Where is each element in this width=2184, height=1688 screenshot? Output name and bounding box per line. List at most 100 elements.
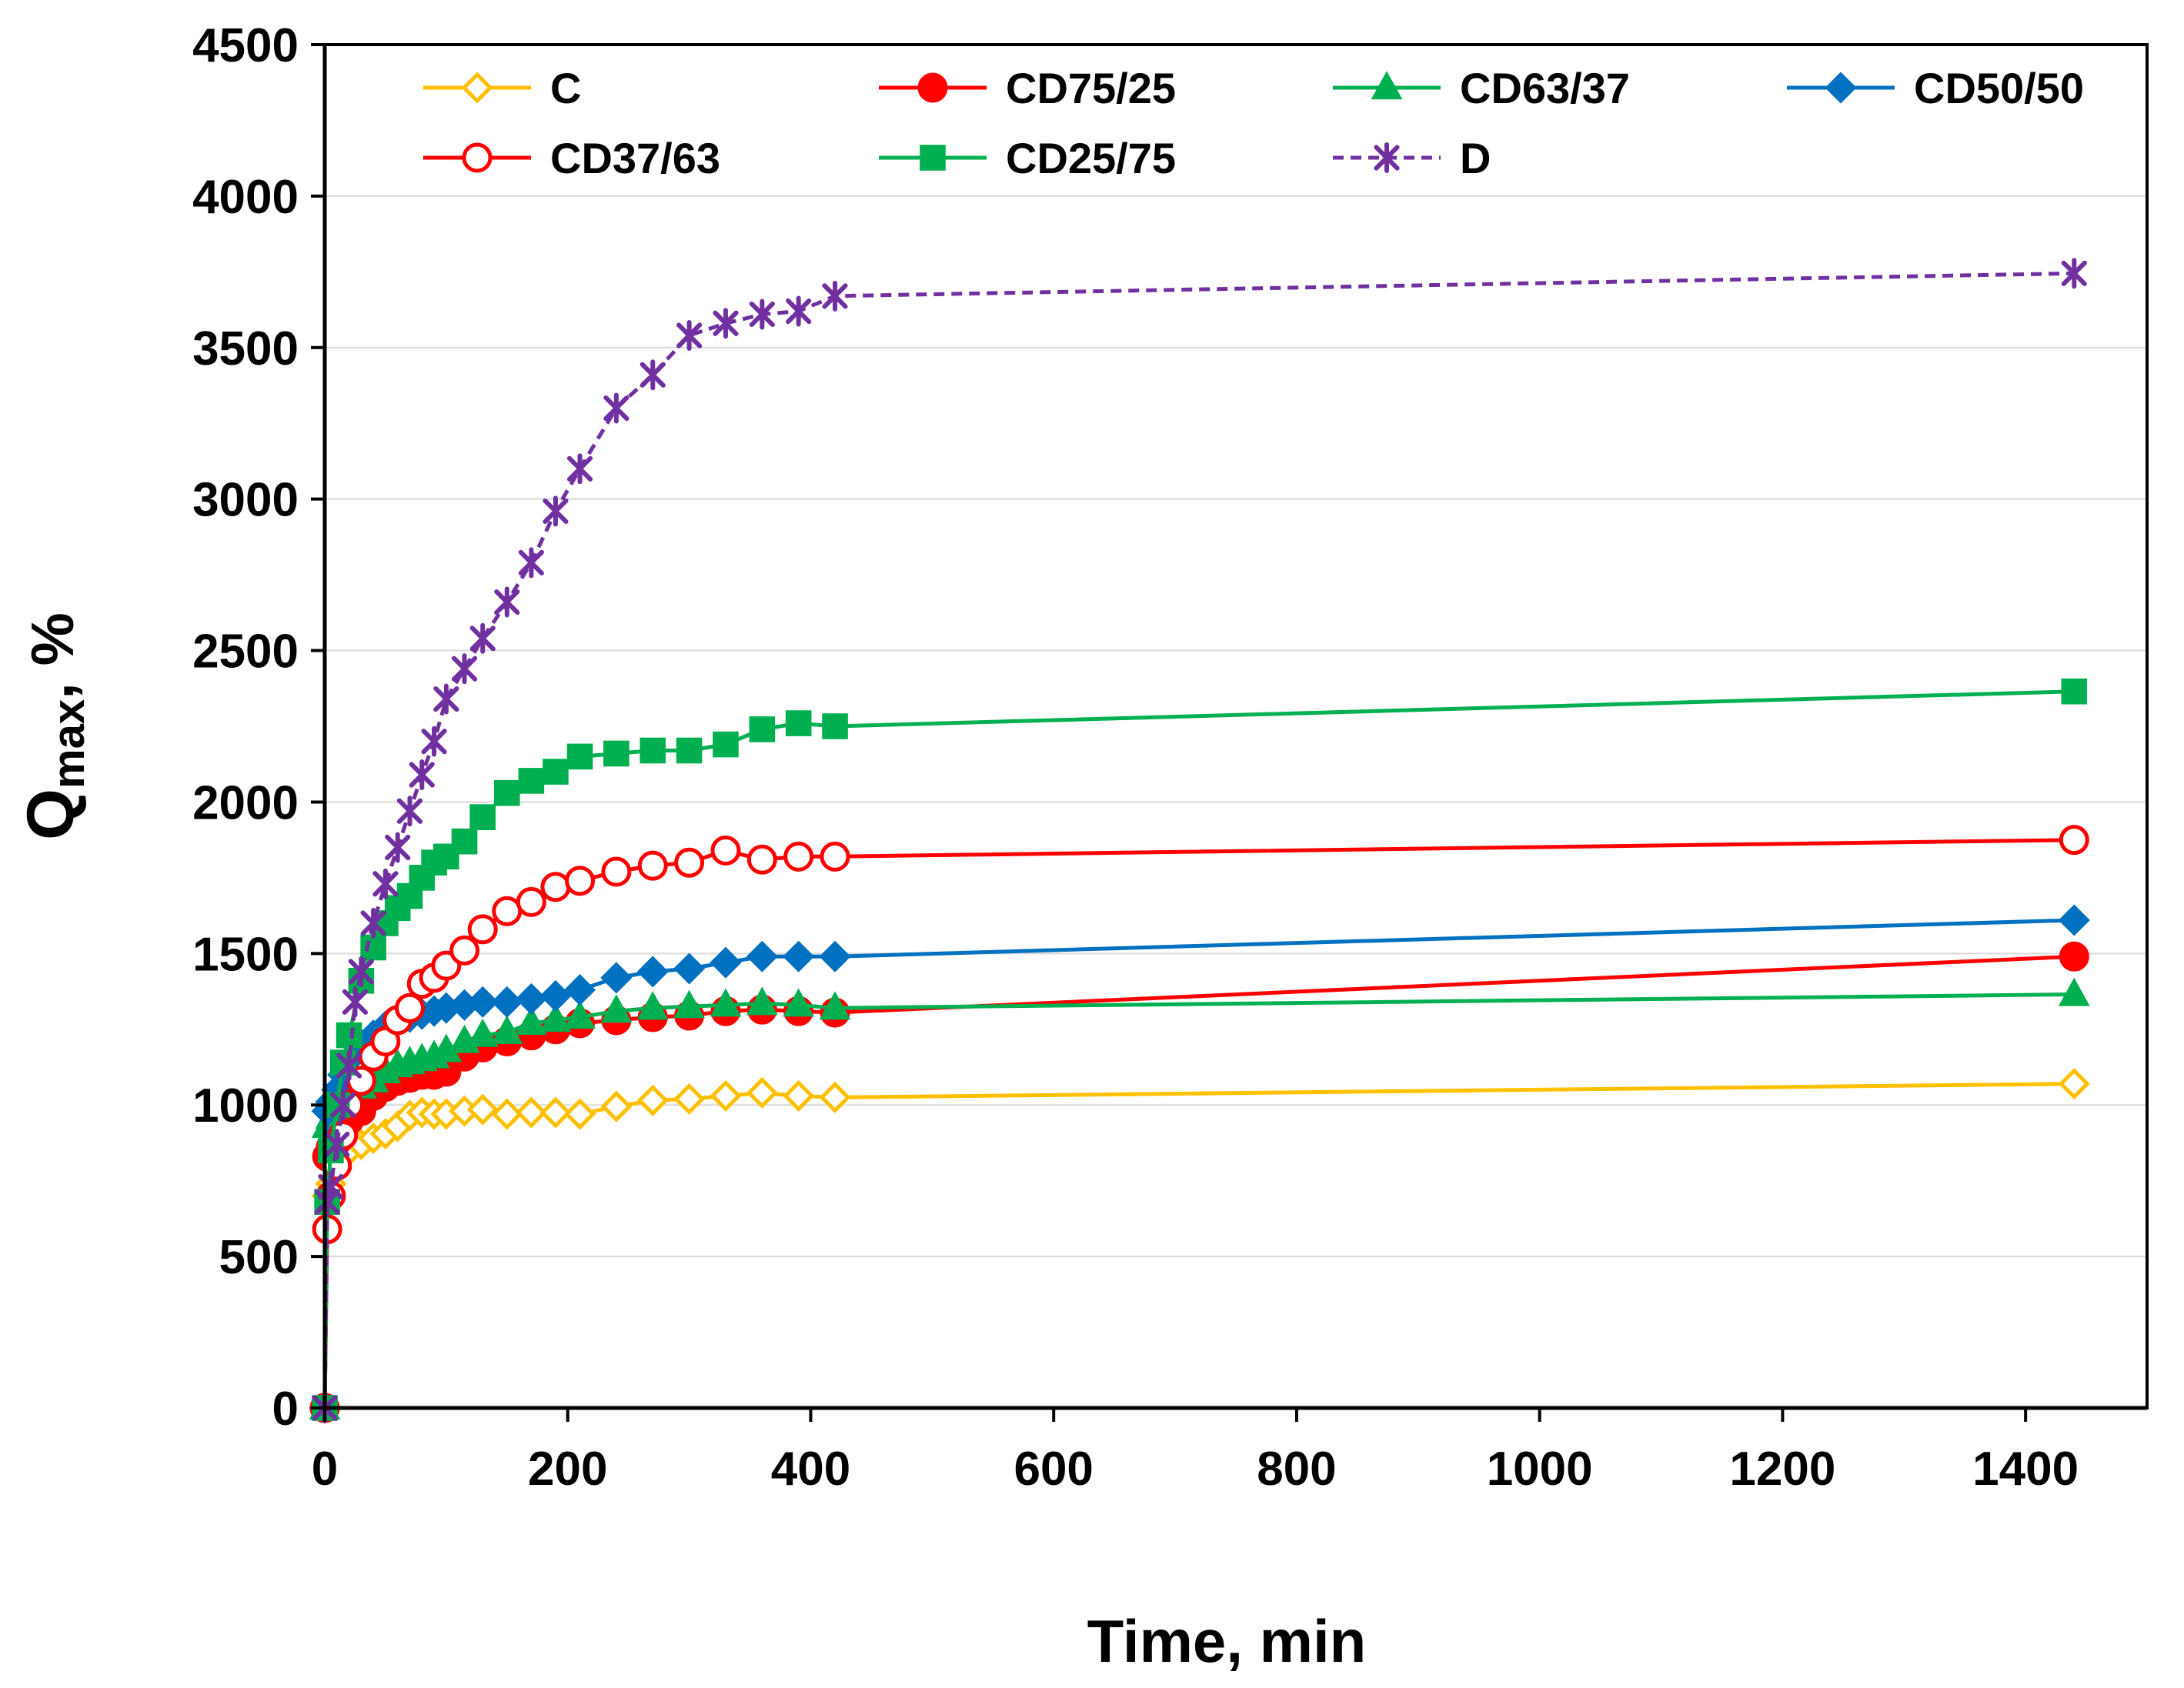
data-point-cd37-63 bbox=[820, 841, 850, 872]
y-axis-title-sub: max bbox=[44, 699, 94, 789]
legend: C CD75/25 CD63/37 CD50/50 CD37/63 CD25/75 D bbox=[423, 64, 2084, 182]
legend-item-cd25-75: CD25/75 bbox=[879, 134, 1176, 182]
y-tick-label: 3000 bbox=[192, 474, 299, 527]
data-point-cd50-50 bbox=[710, 946, 742, 979]
y-tick-label: 3500 bbox=[192, 322, 299, 375]
data-point-cd37-63 bbox=[637, 850, 668, 881]
data-point-d bbox=[494, 586, 520, 618]
y-axis-ticks: 0 500 1000 1500 2000 2500 3000 3500 4000 4500 bbox=[192, 19, 325, 1436]
data-point-d bbox=[713, 308, 739, 339]
data-point-cd50-50 bbox=[515, 982, 547, 1015]
x-tick-label: 200 bbox=[528, 1443, 607, 1496]
legend-item-c: C bbox=[423, 64, 581, 112]
data-point-cd63-37 bbox=[564, 1000, 596, 1029]
x-tick-label: 400 bbox=[771, 1443, 850, 1496]
legend-marker bbox=[462, 142, 493, 173]
data-point-cd50-50 bbox=[466, 986, 499, 1018]
y-axis-title: Qmax, % bbox=[14, 612, 94, 840]
legend-item-cd75-25: CD75/25 bbox=[879, 64, 1176, 112]
data-point-d bbox=[336, 1050, 362, 1082]
data-point-cd50-50 bbox=[491, 986, 523, 1018]
legend-label: CD75/25 bbox=[1006, 64, 1176, 112]
data-point-d bbox=[433, 683, 459, 715]
data-point-cd37-63 bbox=[565, 866, 596, 896]
data-point-cd63-37 bbox=[673, 989, 705, 1019]
y-tick-label: 4000 bbox=[192, 171, 299, 224]
data-point-d bbox=[372, 868, 399, 899]
y-tick-label: 500 bbox=[219, 1231, 299, 1284]
data-point-cd50-50 bbox=[2058, 904, 2090, 936]
data-point-cd25-75 bbox=[451, 828, 478, 855]
data-point-d bbox=[469, 622, 496, 654]
x-tick-label: 1200 bbox=[1729, 1443, 1835, 1496]
y-axis-title-main: Q bbox=[14, 789, 88, 840]
legend-item-cd37-63: CD37/63 bbox=[423, 134, 720, 182]
data-point-cd63-37 bbox=[539, 1003, 572, 1032]
data-point-d bbox=[566, 453, 593, 485]
data-point-d bbox=[330, 1089, 356, 1121]
data-point-d bbox=[342, 986, 369, 1018]
data-point-cd25-75 bbox=[566, 743, 593, 770]
data-point-d bbox=[360, 907, 386, 939]
y-tick-label: 1000 bbox=[192, 1079, 299, 1133]
data-point-cd63-37 bbox=[746, 986, 778, 1016]
data-point-cd63-37 bbox=[819, 991, 851, 1020]
data-point-cd37-63 bbox=[783, 841, 814, 872]
plot-frame bbox=[323, 43, 2149, 1409]
legend-label: CD25/75 bbox=[1006, 134, 1176, 182]
x-axis-title: Time, min bbox=[1087, 1607, 1367, 1675]
data-point-cd37-63 bbox=[674, 847, 705, 878]
data-point-d bbox=[348, 956, 374, 987]
data-point-cd75-25 bbox=[2059, 941, 2089, 972]
data-point-cd25-75 bbox=[336, 1022, 362, 1049]
data-point-cd37-63 bbox=[492, 896, 523, 926]
data-point-cd25-75 bbox=[822, 713, 848, 739]
data-point-cd37-63 bbox=[746, 844, 777, 875]
data-point-c bbox=[710, 1079, 742, 1112]
data-point-c bbox=[600, 1090, 633, 1123]
data-point-c bbox=[746, 1076, 778, 1109]
data-point-d bbox=[676, 320, 703, 352]
data-point-cd25-75 bbox=[676, 737, 703, 764]
data-point-cd50-50 bbox=[539, 979, 572, 1012]
data-point-d bbox=[2061, 258, 2087, 289]
data-point-cd63-37 bbox=[710, 988, 742, 1017]
data-point-cd25-75 bbox=[603, 740, 629, 767]
y-tick-label: 1500 bbox=[192, 928, 299, 981]
data-point-c bbox=[515, 1096, 547, 1129]
legend-label: D bbox=[1460, 134, 1491, 182]
y-axis-title-suffix: , % bbox=[18, 612, 86, 699]
data-point-cd25-75 bbox=[749, 716, 776, 742]
legend-label: C bbox=[550, 64, 581, 112]
data-point-d bbox=[822, 280, 848, 312]
data-point-cd37-63 bbox=[395, 992, 426, 1023]
data-point-cd63-37 bbox=[491, 1015, 523, 1044]
data-point-d bbox=[749, 299, 775, 330]
data-point-cd37-63 bbox=[540, 872, 571, 902]
data-point-cd25-75 bbox=[713, 731, 739, 758]
data-point-cd25-75 bbox=[785, 710, 812, 736]
data-point-cd37-63 bbox=[2059, 825, 2089, 856]
data-point-d bbox=[543, 495, 569, 527]
legend-label: CD50/50 bbox=[1914, 64, 2084, 112]
data-point-cd50-50 bbox=[783, 940, 815, 972]
data-point-d bbox=[518, 547, 544, 579]
data-point-cd50-50 bbox=[600, 962, 633, 994]
y-tick-label: 2000 bbox=[192, 776, 299, 829]
data-point-cd63-37 bbox=[636, 991, 669, 1020]
data-point-c bbox=[466, 1093, 499, 1126]
data-point-d bbox=[409, 759, 435, 790]
y-tick-label: 2500 bbox=[192, 625, 299, 679]
data-point-c bbox=[491, 1098, 523, 1130]
data-point-d bbox=[451, 653, 478, 685]
data-point-cd50-50 bbox=[673, 952, 706, 985]
legend-item-cd50-50: CD50/50 bbox=[1787, 64, 2084, 112]
data-point-cd25-75 bbox=[469, 804, 496, 830]
data-point-cd63-37 bbox=[2058, 977, 2090, 1006]
data-point-cd50-50 bbox=[746, 940, 778, 972]
data-point-cd63-37 bbox=[515, 1006, 547, 1036]
data-point-cd50-50 bbox=[636, 956, 669, 988]
data-point-cd63-37 bbox=[600, 994, 633, 1023]
legend-marker bbox=[461, 72, 493, 104]
